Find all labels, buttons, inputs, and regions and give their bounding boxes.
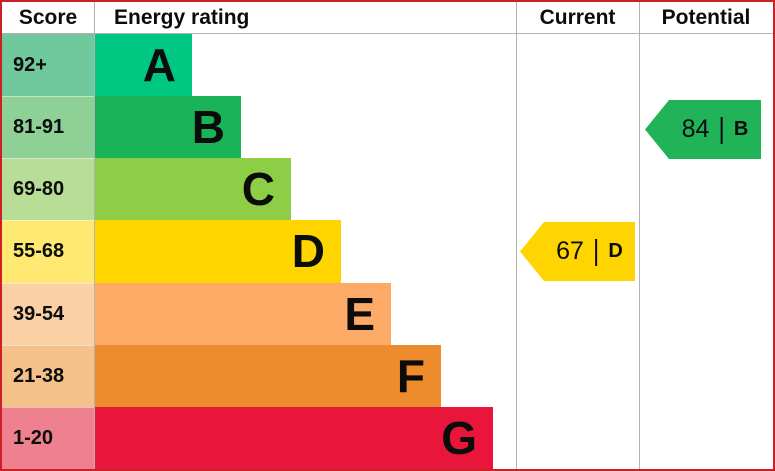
rating-bar-b: B [95, 96, 241, 159]
current-rating-separator: | [592, 234, 600, 268]
score-range-f: 21-38 [2, 344, 94, 407]
band-row-g: 1-20 G [2, 406, 773, 469]
current-column-header: Current [539, 5, 616, 29]
band-row-b: 81-91 B [2, 96, 773, 159]
chart-header-row: Score Energy rating Current Potential [2, 2, 773, 34]
rating-bar-c: C [95, 158, 291, 221]
score-range-b: 81-91 [2, 96, 94, 159]
potential-rating-separator: | [718, 112, 725, 146]
rating-bar-f: F [95, 344, 441, 407]
score-range-g: 1-20 [2, 406, 94, 469]
band-row-d: 55-68 D [2, 220, 773, 283]
rating-bar-a: A [95, 34, 192, 97]
score-range-c: 69-80 [2, 158, 94, 221]
rating-bar-e: E [95, 282, 391, 345]
score-range-e: 39-54 [2, 282, 94, 345]
potential-column-header: Potential [661, 5, 751, 29]
potential-column-divider [639, 2, 640, 469]
current-rating-arrow: 67 | D [520, 222, 635, 281]
potential-rating-arrow: 84 | B [645, 100, 761, 159]
energy-rating-column-header: Energy rating [114, 5, 250, 29]
score-column-divider [94, 2, 95, 469]
score-range-d: 55-68 [2, 220, 94, 283]
potential-rating-band: B [733, 118, 749, 140]
band-row-c: 69-80 C [2, 158, 773, 221]
score-column-header: Score [18, 5, 78, 29]
band-row-a: 92+ A [2, 34, 773, 97]
potential-rating-value: 84 [681, 115, 710, 143]
rating-bands: 92+ A 81-91 B 69-80 C 55-68 D 39-54 E 21… [2, 34, 773, 469]
score-range-a: 92+ [2, 34, 94, 97]
current-column-divider [516, 2, 517, 469]
rating-bar-g: G [95, 406, 493, 469]
band-row-f: 21-38 F [2, 344, 773, 407]
current-rating-band: D [608, 240, 623, 262]
rating-bar-d: D [95, 220, 341, 283]
band-row-e: 39-54 E [2, 282, 773, 345]
current-rating-value: 67 [556, 237, 584, 265]
